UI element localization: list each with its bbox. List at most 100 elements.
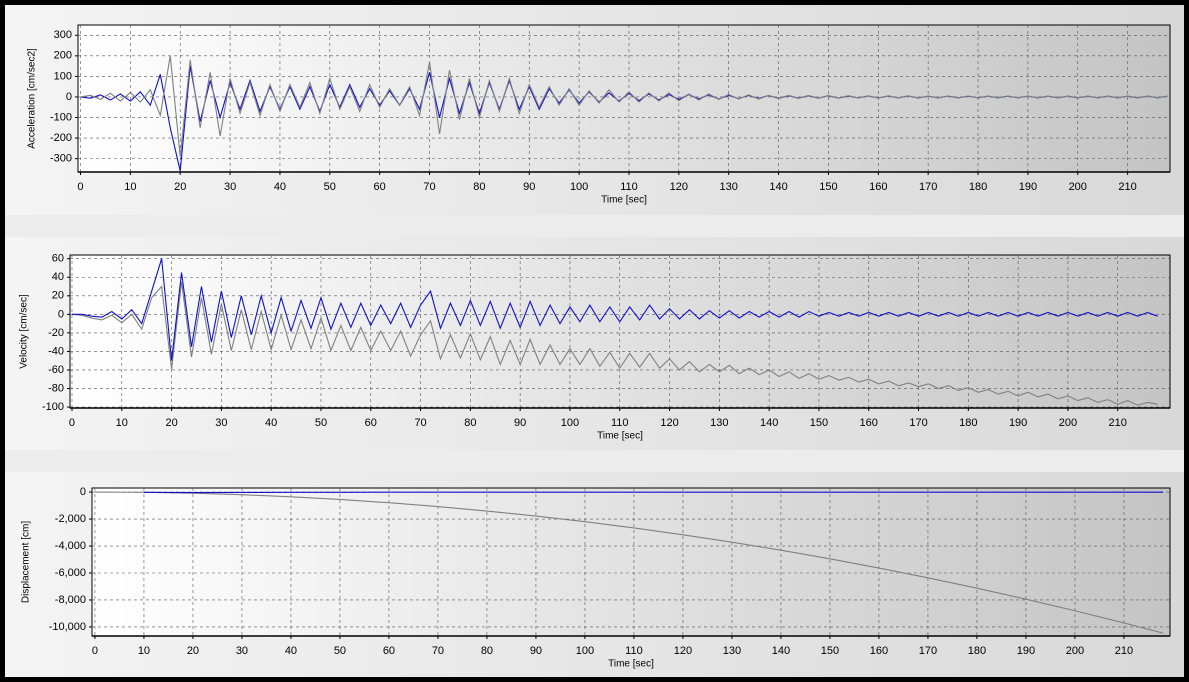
x-tick-label: 60 — [374, 181, 386, 193]
x-axis-title: Time [sec] — [608, 659, 654, 670]
x-tick-label: 180 — [959, 417, 977, 429]
x-tick-label: 200 — [1059, 417, 1077, 429]
y-tick-label: -4,000 — [55, 540, 86, 552]
x-tick-label: 120 — [670, 181, 688, 193]
series-line — [94, 491, 1164, 634]
x-axis-title: Time [sec] — [597, 431, 643, 442]
x-tick-label: 170 — [909, 417, 927, 429]
x-tick-label: 200 — [1069, 181, 1087, 193]
x-tick-label: 150 — [821, 645, 839, 657]
x-tick-label: 200 — [1066, 645, 1084, 657]
y-tick-label: -80 — [48, 382, 64, 394]
x-tick-label: 70 — [423, 181, 435, 193]
x-tick-label: 210 — [1109, 417, 1127, 429]
x-tick-label: 0 — [92, 645, 98, 657]
x-tick-label: 100 — [576, 645, 594, 657]
x-tick-label: 110 — [611, 417, 629, 429]
x-tick-label: 90 — [514, 417, 526, 429]
y-tick-label: 300 — [54, 29, 72, 41]
y-tick-label: -6,000 — [55, 567, 86, 579]
x-tick-label: 30 — [215, 417, 227, 429]
x-tick-label: 80 — [473, 181, 485, 193]
x-tick-label: 40 — [265, 417, 277, 429]
series-line — [80, 55, 1168, 157]
x-axis-title: Time [sec] — [601, 195, 647, 206]
x-tick-label: 0 — [69, 417, 75, 429]
x-tick-label: 0 — [77, 181, 83, 193]
y-tick-label: -200 — [50, 132, 72, 144]
x-tick-label: 50 — [324, 181, 336, 193]
x-tick-label: 150 — [819, 181, 837, 193]
y-axis-title: Velocity [cm/sec] — [19, 294, 30, 369]
y-axis-title: Displacement [cm] — [21, 521, 32, 603]
x-tick-label: 10 — [124, 181, 136, 193]
x-tick-label: 210 — [1115, 645, 1133, 657]
plot-area — [77, 24, 1171, 173]
x-tick-label: 90 — [530, 645, 542, 657]
y-tick-label: -8,000 — [55, 594, 86, 606]
y-tick-label: -20 — [48, 327, 64, 339]
x-tick-label: 80 — [481, 645, 493, 657]
x-tick-label: 190 — [1019, 181, 1037, 193]
y-tick-label: 100 — [54, 70, 72, 82]
x-tick-label: 50 — [334, 645, 346, 657]
y-axis-title: Acceleration [cm/sec2] — [27, 48, 38, 149]
x-tick-label: 170 — [919, 645, 937, 657]
x-tick-label: 50 — [315, 417, 327, 429]
y-tick-label: 0 — [66, 91, 72, 103]
x-tick-label: 210 — [1118, 181, 1136, 193]
x-tick-label: 120 — [660, 417, 678, 429]
y-tick-label: 60 — [52, 253, 64, 265]
x-tick-label: 60 — [383, 645, 395, 657]
y-tick-label: -60 — [48, 364, 64, 376]
series-line — [71, 258, 1158, 361]
y-tick-label: -300 — [50, 153, 72, 165]
x-tick-label: 20 — [187, 645, 199, 657]
x-tick-label: 190 — [1009, 417, 1027, 429]
x-tick-label: 190 — [1017, 645, 1035, 657]
y-tick-label: -40 — [48, 345, 64, 357]
y-tick-label: -2,000 — [55, 513, 86, 525]
x-tick-label: 40 — [285, 645, 297, 657]
x-tick-label: 70 — [432, 645, 444, 657]
x-tick-label: 10 — [138, 645, 150, 657]
y-tick-label: 20 — [52, 290, 64, 302]
plot-area — [91, 487, 1171, 637]
x-tick-label: 60 — [365, 417, 377, 429]
y-tick-label: 0 — [58, 308, 64, 320]
x-tick-label: 110 — [620, 181, 638, 193]
y-tick-label: 0 — [80, 486, 86, 498]
x-tick-label: 160 — [869, 181, 887, 193]
x-tick-label: 10 — [116, 417, 128, 429]
x-tick-label: 80 — [464, 417, 476, 429]
x-tick-label: 40 — [274, 181, 286, 193]
x-tick-label: 110 — [625, 645, 643, 657]
x-tick-label: 30 — [224, 181, 236, 193]
y-tick-label: -10,000 — [49, 621, 86, 633]
x-tick-label: 130 — [710, 417, 728, 429]
y-tick-label: 40 — [52, 271, 64, 283]
x-tick-label: 100 — [570, 181, 588, 193]
x-tick-label: 140 — [772, 645, 790, 657]
x-tick-label: 180 — [969, 181, 987, 193]
x-tick-label: 20 — [165, 417, 177, 429]
x-tick-label: 120 — [674, 645, 692, 657]
y-tick-label: -100 — [42, 401, 64, 413]
x-tick-label: 150 — [810, 417, 828, 429]
x-tick-label: 70 — [414, 417, 426, 429]
x-tick-label: 130 — [723, 645, 741, 657]
y-tick-label: -100 — [50, 111, 72, 123]
x-tick-label: 160 — [860, 417, 878, 429]
x-tick-label: 100 — [561, 417, 579, 429]
y-tick-label: 200 — [54, 50, 72, 62]
x-tick-label: 140 — [760, 417, 778, 429]
x-tick-label: 130 — [720, 181, 738, 193]
x-tick-label: 140 — [769, 181, 787, 193]
series-line — [71, 281, 1158, 406]
x-tick-label: 180 — [968, 645, 986, 657]
x-tick-label: 30 — [236, 645, 248, 657]
plot-area — [69, 254, 1171, 409]
x-tick-label: 90 — [523, 181, 535, 193]
